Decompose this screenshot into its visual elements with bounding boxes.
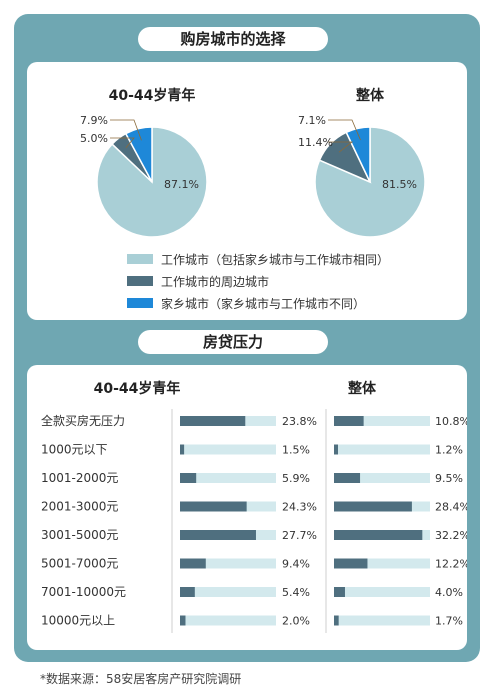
- pie-label-young-1: 5.0%: [80, 132, 108, 145]
- bar-category-label: 3001-5000元: [41, 528, 118, 542]
- legend-item-hometown: 家乡城市（家乡城市与工作城市不同）: [127, 292, 389, 314]
- bar-value-label-overall: 1.2%: [435, 444, 463, 457]
- city-choice-card: 40-44岁青年 87.1% 7.9% 5.0% 整体 81.5% 7.1% 11.4% 工作…: [27, 62, 467, 320]
- legend-label-work-city: 工作城市（包括家乡城市与工作城市相同）: [161, 252, 390, 267]
- bar-value-label-young: 2.0%: [282, 615, 310, 628]
- pie-charts: 40-44岁青年 87.1% 7.9% 5.0% 整体 81.5% 7.1% 11.4%: [80, 87, 426, 238]
- pie-slice-young-2: [124, 126, 153, 183]
- legend-swatch-nearby-city: [127, 276, 153, 286]
- bar-overall: [334, 416, 364, 426]
- bar-value-label-overall: 10.8%: [435, 415, 467, 428]
- bar-value-label-young: 1.5%: [282, 444, 310, 457]
- pie-young: 40-44岁青年 87.1% 7.9% 5.0%: [80, 87, 208, 238]
- bar-value-label-young: 9.4%: [282, 558, 310, 571]
- bar-category-label: 全款买房无压力: [41, 413, 125, 428]
- pie-title-overall: 整体: [355, 87, 385, 104]
- bar-value-label-overall: 32.2%: [435, 529, 467, 542]
- bar-series-header-young: 40-44岁青年: [94, 380, 181, 397]
- legend-swatch-hometown: [127, 298, 153, 308]
- bar-value-label-young: 5.9%: [282, 472, 310, 485]
- bar-category-label: 5001-7000元: [41, 557, 118, 571]
- bar-overall: [334, 530, 423, 540]
- pie-leader-overall-2: [328, 119, 361, 141]
- bar-value-label-overall: 9.5%: [435, 472, 463, 485]
- bar-value-label-overall: 12.2%: [435, 558, 467, 571]
- pie-leader-young-2: [110, 119, 142, 141]
- bar-value-label-young: 23.8%: [282, 415, 317, 428]
- bar-overall: [334, 501, 412, 512]
- bar-category-label: 2001-3000元: [41, 500, 118, 514]
- bar-value-label-overall: 1.7%: [435, 615, 463, 628]
- bar-young: [180, 530, 256, 540]
- bar-track-overall: [334, 615, 430, 626]
- section-title-city: 购房城市的选择: [138, 27, 328, 51]
- pie-label-young-0: 87.1%: [164, 178, 199, 191]
- infographic-frame: 购房城市的选择 40-44岁青年 87.1% 7.9% 5.0% 整体 81.5% 7.1%…: [14, 14, 480, 662]
- bar-track-young: [180, 444, 276, 455]
- bar-overall: [334, 444, 338, 455]
- bar-value-label-overall: 28.4%: [435, 501, 467, 514]
- bar-young: [180, 587, 195, 597]
- footnote: *数据来源：58安居客房产研究院调研: [40, 672, 242, 686]
- bar-track-overall: [334, 444, 430, 455]
- bar-value-label-young: 27.7%: [282, 529, 317, 542]
- bar-young: [180, 473, 197, 483]
- pie-label-overall-0: 81.5%: [382, 178, 417, 191]
- bar-overall: [334, 615, 339, 626]
- bar-overall: [334, 587, 345, 597]
- bar-track-overall: [334, 558, 430, 569]
- pie-slice-overall-2: [345, 126, 371, 183]
- pie-overall: 整体 81.5% 7.1% 11.4%: [298, 87, 426, 238]
- legend-label-nearby-city: 工作城市的周边城市: [161, 274, 270, 289]
- pie-title-young: 40-44岁青年: [109, 87, 196, 104]
- bar-category-label: 7001-10000元: [41, 585, 126, 599]
- pie-label-young-2: 7.9%: [80, 114, 108, 127]
- bar-young: [180, 444, 185, 455]
- pie-legend: 工作城市（包括家乡城市与工作城市相同） 工作城市的周边城市 家乡城市（家乡城市与…: [127, 248, 389, 314]
- legend-item-work-city: 工作城市（包括家乡城市与工作城市相同）: [127, 248, 389, 270]
- section-title-loan: 房贷压力: [138, 330, 328, 354]
- bar-young: [180, 558, 206, 569]
- bar-young: [180, 615, 186, 626]
- bar-value-label-young: 24.3%: [282, 501, 317, 514]
- bar-series-header-overall: 整体: [347, 380, 377, 397]
- legend-label-hometown: 家乡城市（家乡城市与工作城市不同）: [161, 296, 366, 311]
- bar-track-young: [180, 587, 276, 597]
- pie-leader-overall-1: [328, 141, 354, 153]
- bar-track-young: [180, 558, 276, 569]
- bar-young: [180, 501, 247, 512]
- legend-swatch-work-city: [127, 254, 153, 264]
- pie-leader-young-1: [110, 137, 135, 149]
- bar-category-label: 1000元以下: [41, 443, 108, 457]
- bar-overall: [334, 473, 361, 483]
- bar-value-label-young: 5.4%: [282, 586, 310, 599]
- bar-young: [180, 416, 246, 426]
- pie-label-overall-1: 11.4%: [298, 136, 333, 149]
- bar-track-overall: [334, 473, 430, 483]
- legend-item-nearby-city: 工作城市的周边城市: [127, 270, 389, 292]
- bar-overall: [334, 558, 368, 569]
- bar-category-label: 1001-2000元: [41, 471, 118, 485]
- loan-pressure-card: 40-44岁青年 整体全款买房无压力 23.8% 10.8% 1000元以下 1.5% 1.…: [27, 365, 470, 650]
- pie-label-overall-2: 7.1%: [298, 114, 326, 127]
- bar-value-label-overall: 4.0%: [435, 586, 463, 599]
- bar-category-label: 10000元以上: [41, 614, 115, 628]
- bar-track-young: [180, 615, 276, 626]
- bar-track-overall: [334, 587, 430, 597]
- bar-track-overall: [334, 416, 430, 426]
- bar-track-young: [180, 473, 276, 483]
